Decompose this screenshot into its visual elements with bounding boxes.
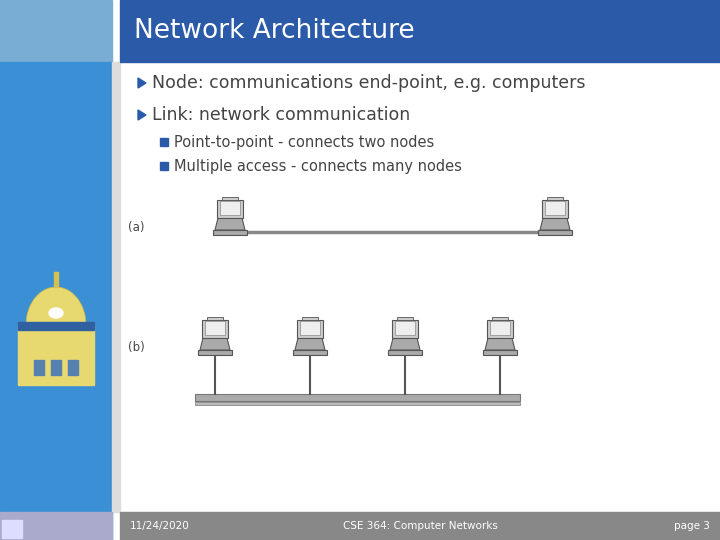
Polygon shape (26, 287, 86, 325)
Bar (202, 320, 228, 338)
Bar (392, 320, 418, 338)
Bar (213, 230, 247, 235)
Bar (198, 350, 232, 355)
Polygon shape (390, 338, 420, 350)
Bar (195, 402, 520, 405)
Bar (547, 197, 563, 200)
Bar (297, 320, 323, 338)
Text: Point-to-point - connects two nodes: Point-to-point - connects two nodes (174, 134, 434, 150)
Polygon shape (295, 338, 325, 350)
Bar (207, 317, 223, 320)
Text: Network Architecture: Network Architecture (134, 18, 415, 44)
Bar (160, 162, 168, 170)
Bar (545, 201, 565, 215)
Bar (51, 360, 61, 375)
Text: Link: network communication: Link: network communication (152, 106, 410, 124)
Polygon shape (485, 338, 515, 350)
Bar (54, 272, 58, 287)
Text: Multiple access - connects many nodes: Multiple access - connects many nodes (174, 159, 462, 173)
Bar (217, 200, 243, 218)
Bar (120, 0, 720, 62)
Bar (487, 320, 513, 338)
Bar (490, 321, 510, 335)
Bar (0, 512, 112, 540)
Bar (0, 0, 112, 62)
Polygon shape (540, 218, 570, 230)
Bar (483, 350, 517, 355)
Bar (220, 201, 240, 215)
Bar (18, 325, 94, 385)
Bar (300, 321, 320, 335)
Polygon shape (200, 338, 230, 350)
Bar (395, 321, 415, 335)
Text: 11/24/2020: 11/24/2020 (130, 521, 190, 531)
Bar (160, 138, 168, 146)
Bar (397, 317, 413, 320)
Polygon shape (215, 218, 245, 230)
Text: Node: communications end-point, e.g. computers: Node: communications end-point, e.g. com… (152, 74, 585, 92)
Bar (222, 197, 238, 200)
Bar (112, 62, 120, 512)
Bar (293, 350, 327, 355)
Bar (18, 322, 94, 330)
Bar (0, 62, 112, 540)
Bar (542, 200, 568, 218)
Bar (68, 360, 78, 375)
Bar (388, 350, 422, 355)
Text: CSE 364: Computer Networks: CSE 364: Computer Networks (343, 521, 498, 531)
Text: (b): (b) (128, 341, 145, 354)
Bar (205, 321, 225, 335)
Polygon shape (138, 78, 146, 88)
Text: (a): (a) (128, 220, 145, 233)
Bar (120, 512, 720, 540)
Ellipse shape (49, 308, 63, 318)
Bar (538, 230, 572, 235)
Bar (34, 360, 44, 375)
Bar (2, 520, 22, 538)
Polygon shape (138, 110, 146, 120)
Bar (302, 317, 318, 320)
Bar (492, 317, 508, 320)
Bar (195, 394, 520, 401)
Text: page 3: page 3 (674, 521, 710, 531)
